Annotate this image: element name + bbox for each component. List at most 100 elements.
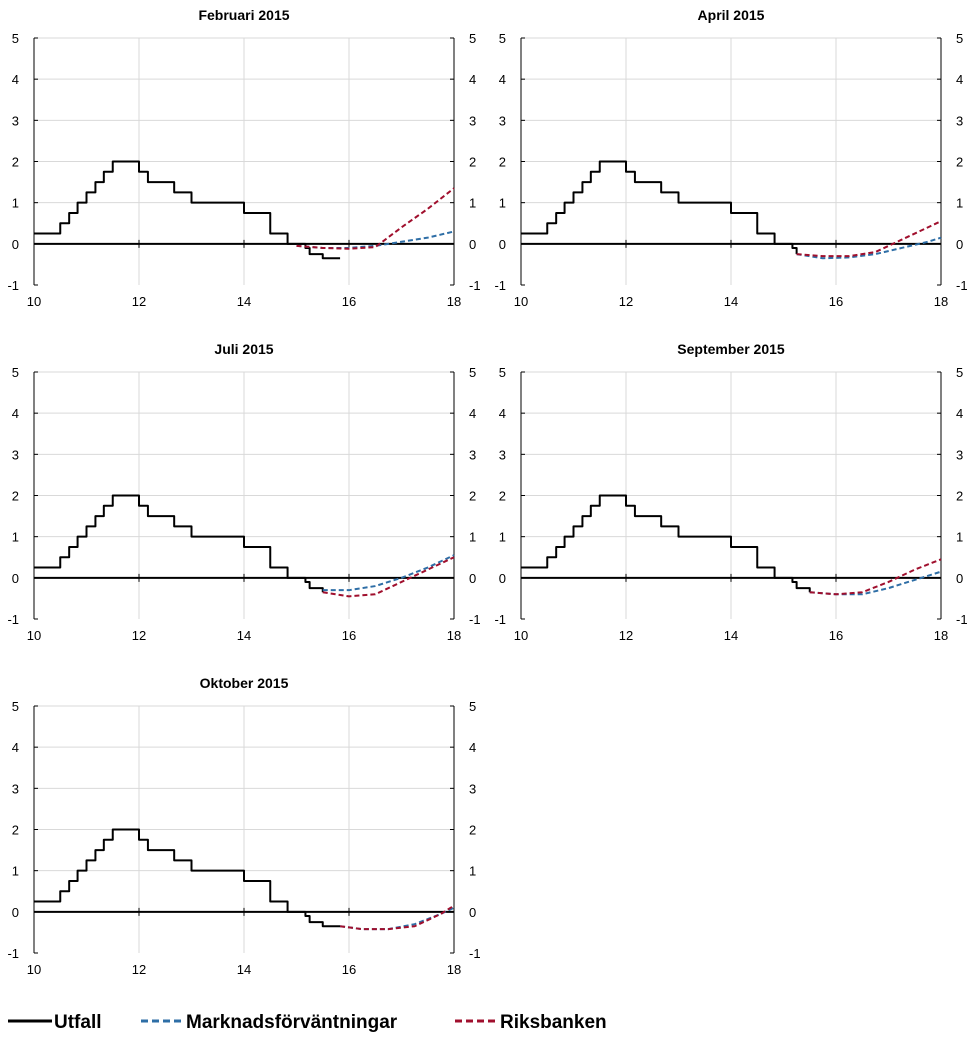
x-tick-label: 10 (514, 294, 528, 309)
series-line-market (809, 570, 942, 596)
y-tick-label-right: -1 (956, 612, 968, 627)
y-tick-label-right: 1 (469, 196, 476, 211)
y-tick-label-right: 2 (956, 489, 963, 504)
series-line-utfall (521, 494, 811, 593)
legend-label-utfall: Utfall (54, 1012, 102, 1033)
x-tick-label: 18 (934, 628, 948, 643)
y-tick-label-right: 1 (956, 530, 963, 545)
x-tick-label: 16 (342, 962, 356, 977)
chart-legend: Utfall Marknadsförväntningar Riksbanken (8, 1012, 607, 1033)
y-tick-label-left: 5 (12, 699, 19, 714)
y-tick-label-left: -1 (494, 278, 506, 293)
x-tick-label: 16 (342, 294, 356, 309)
y-tick-label-left: 4 (499, 406, 506, 421)
x-tick-label: 18 (447, 294, 461, 309)
x-tick-label: 18 (934, 294, 948, 309)
x-tick-label: 16 (829, 294, 843, 309)
y-tick-label-right: 1 (469, 864, 476, 879)
x-tick-label: 12 (619, 628, 633, 643)
series-line-utfall (521, 160, 798, 255)
y-tick-label-left: 0 (12, 237, 19, 252)
x-tick-label: 12 (132, 962, 146, 977)
y-tick-label-left: -1 (494, 612, 506, 627)
y-tick-label-right: 2 (469, 155, 476, 170)
y-tick-label-left: 2 (499, 155, 506, 170)
y-tick-label-left: 3 (499, 447, 506, 462)
y-tick-label-left: 1 (12, 196, 19, 211)
x-tick-label: 14 (237, 294, 251, 309)
y-tick-label-right: 4 (469, 72, 476, 87)
x-tick-label: 10 (27, 628, 41, 643)
series-line-market (796, 236, 942, 260)
y-tick-label-left: 4 (12, 72, 19, 87)
y-tick-label-right: 4 (469, 406, 476, 421)
y-tick-label-right: 4 (956, 406, 963, 421)
y-tick-label-left: -1 (7, 612, 19, 627)
y-tick-label-right: 3 (469, 781, 476, 796)
y-tick-label-left: -1 (7, 946, 19, 961)
y-tick-label-left: 5 (12, 31, 19, 46)
series-line-riksbank (796, 220, 942, 258)
y-tick-label-right: 0 (469, 905, 476, 920)
x-tick-label: 12 (132, 628, 146, 643)
panel-title: Oktober 2015 (200, 675, 289, 691)
y-tick-label-left: 4 (12, 406, 19, 421)
panel-title: Juli 2015 (214, 341, 273, 357)
y-tick-label-right: 5 (469, 699, 476, 714)
y-tick-label-left: 2 (12, 155, 19, 170)
y-tick-label-right: -1 (469, 612, 481, 627)
x-tick-label: 12 (132, 294, 146, 309)
x-tick-label: 10 (514, 628, 528, 643)
y-tick-label-right: 0 (956, 237, 963, 252)
y-tick-label-left: 1 (499, 530, 506, 545)
y-tick-label-right: 5 (956, 31, 963, 46)
legend-label-market: Marknadsförväntningar (186, 1012, 398, 1033)
y-tick-label-right: 2 (469, 489, 476, 504)
x-tick-label: 18 (447, 628, 461, 643)
x-tick-label: 18 (447, 962, 461, 977)
y-tick-label-right: 3 (469, 113, 476, 128)
y-tick-label-right: 3 (469, 447, 476, 462)
x-tick-label: 14 (724, 628, 738, 643)
y-tick-label-left: 4 (499, 72, 506, 87)
y-tick-label-left: 1 (12, 530, 19, 545)
panel-title: Februari 2015 (198, 7, 289, 23)
y-tick-label-right: 0 (469, 237, 476, 252)
x-tick-label: 10 (27, 294, 41, 309)
y-tick-label-right: 0 (469, 571, 476, 586)
panel-title: April 2015 (698, 7, 765, 23)
y-tick-label-right: 4 (469, 740, 476, 755)
y-tick-label-left: 4 (12, 740, 19, 755)
panel-title: September 2015 (677, 341, 785, 357)
y-tick-label-right: 1 (956, 196, 963, 211)
y-tick-label-left: 0 (12, 905, 19, 920)
series-line-riksbank (322, 556, 455, 598)
series-line-riksbank (809, 558, 942, 596)
series-line-utfall (34, 160, 341, 260)
y-tick-label-right: -1 (956, 278, 968, 293)
y-tick-label-right: 1 (469, 530, 476, 545)
y-tick-label-left: 0 (499, 571, 506, 586)
x-tick-label: 12 (619, 294, 633, 309)
y-tick-label-left: -1 (7, 278, 19, 293)
x-tick-label: 14 (724, 294, 738, 309)
y-tick-label-left: 3 (499, 113, 506, 128)
y-tick-label-left: 3 (12, 447, 19, 462)
y-tick-label-left: 3 (12, 781, 19, 796)
legend-label-riksbank: Riksbanken (500, 1012, 607, 1033)
x-tick-label: 10 (27, 962, 41, 977)
y-tick-label-left: 0 (499, 237, 506, 252)
y-tick-label-left: 1 (12, 864, 19, 879)
y-tick-label-right: 3 (956, 447, 963, 462)
y-tick-label-right: -1 (469, 278, 481, 293)
x-tick-label: 16 (342, 628, 356, 643)
series-line-riksbank (296, 187, 455, 250)
y-tick-label-left: 5 (12, 365, 19, 380)
y-tick-label-right: 2 (469, 823, 476, 838)
